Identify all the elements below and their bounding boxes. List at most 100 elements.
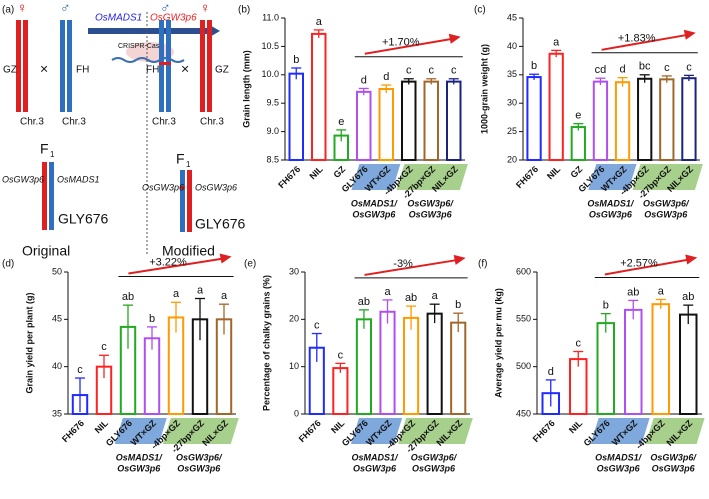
significance-label: c <box>686 61 692 73</box>
significance-label: ab <box>627 286 639 298</box>
significance-label: a <box>384 286 391 298</box>
y-tick-label: 11.0 <box>262 12 279 22</box>
chart: (b) Grain length (mm) 8.5 9.0 9.5 10.0 10.5 11.… <box>238 5 468 219</box>
y-tick-label: 50 <box>52 266 62 276</box>
y-tick-label: 45 <box>52 314 62 324</box>
y-axis-label: Grain length (mm) <box>241 50 251 128</box>
arrow-body <box>88 28 208 34</box>
group-band <box>114 418 167 444</box>
panel-label: (a) <box>2 5 14 16</box>
trend-arrow <box>364 37 453 55</box>
edit-mark <box>159 62 171 65</box>
annotation: +3.22% <box>149 256 187 268</box>
significance-label: a <box>553 36 560 48</box>
bar <box>548 52 564 162</box>
group-label: OsGW3p6 <box>409 209 453 219</box>
bar <box>679 313 698 416</box>
bar <box>311 32 327 161</box>
significance-label: b <box>603 300 609 312</box>
group-label: OsGW3p6 <box>352 209 396 219</box>
male-symbol: ♂ <box>160 0 171 16</box>
f1-sub: 1 <box>186 160 191 169</box>
hybrid-label: GLY676 <box>195 216 246 232</box>
chr-label: Chr.3 <box>200 117 224 128</box>
diagram: (a) ♀ GZ Chr.3 × ♂ FH Chr.3 OsMADS1 OsGW… <box>2 0 246 259</box>
significance-label: ab <box>358 296 370 308</box>
bar <box>332 367 349 416</box>
gene-label: OsGW3p6 <box>150 13 197 24</box>
trend-arrowhead <box>683 29 696 40</box>
group-label: OsMADS1/ <box>595 452 643 462</box>
bar <box>570 126 586 161</box>
x-tick-label: NIL <box>308 164 326 182</box>
significance-label: e <box>338 116 344 128</box>
bar <box>446 80 462 161</box>
group-label: OsGW3p6/ <box>411 452 458 462</box>
group-band <box>645 418 705 444</box>
bar <box>592 80 609 161</box>
significance-label: b <box>531 60 537 72</box>
significance-label: d <box>361 74 367 86</box>
y-axis-label: Average yield per mu (kg) <box>493 288 503 398</box>
y-tick-label: 8.5 <box>266 154 279 164</box>
group-label: OsGW3p6 <box>117 463 161 473</box>
parent-label: GZ <box>3 65 17 76</box>
bar <box>569 358 588 415</box>
x-tick-label: FH676 <box>297 418 323 444</box>
significance-label: ab <box>682 291 694 303</box>
bar <box>403 316 420 415</box>
significance-label: c <box>77 364 83 376</box>
x-tick-label: NIL <box>545 164 563 182</box>
male-symbol: ♂ <box>60 0 71 16</box>
group-band <box>396 164 468 190</box>
dna <box>111 57 185 63</box>
chromosome <box>49 162 54 230</box>
significance-label: c <box>576 337 582 349</box>
significance-label: c <box>338 349 344 361</box>
chromosome <box>207 20 212 112</box>
annotation: +2.57% <box>620 257 658 269</box>
y-tick-label: 40 <box>52 361 62 371</box>
group-label: OsGW3p6 <box>644 209 688 219</box>
y-tick-label: 30 <box>289 266 299 276</box>
f1-label: F <box>176 151 185 167</box>
significance-label: a <box>197 284 204 296</box>
chart: (d) Grain yield per plant (g) 35 40 45 50 OsMA… <box>2 253 239 473</box>
y-axis-label: Grain yield per plant (g) <box>24 292 34 393</box>
x-tick-label: FH676 <box>60 418 86 444</box>
bar <box>450 321 467 415</box>
significance-label: a <box>658 285 665 297</box>
gene-label: OsMADS1 <box>57 174 100 184</box>
y-tick-label: 10 <box>289 361 299 371</box>
gene-label: OsGW3p6 <box>195 182 237 192</box>
chromosome <box>166 20 171 112</box>
significance-label: d <box>383 71 389 83</box>
y-tick-label: 450 <box>516 408 531 418</box>
group-label: OsMADS1/ <box>351 198 399 208</box>
bar <box>659 78 675 161</box>
annotation: +1.70% <box>382 37 420 49</box>
group-band <box>351 164 401 190</box>
bar <box>614 81 631 161</box>
group-band <box>588 164 637 190</box>
y-tick-label: 600 <box>516 266 531 276</box>
tool-label: CRISPR-Cas9 <box>118 43 163 50</box>
significance-label: c <box>429 65 435 77</box>
significance-label: c <box>406 65 412 77</box>
y-tick-label: 20 <box>289 314 299 324</box>
gene-label: OsGW3p6 <box>2 174 44 184</box>
chromosome <box>159 20 164 112</box>
female-symbol: ♀ <box>200 0 211 16</box>
significance-label: a <box>432 290 439 302</box>
trend-arrowhead <box>453 254 466 265</box>
edit-mark <box>180 186 185 189</box>
cross: × <box>40 61 48 77</box>
group-band <box>398 418 473 444</box>
panel-label: (c) <box>474 5 486 16</box>
group-label: OsGW3p6 <box>353 463 397 473</box>
x-tick-label: FH676 <box>514 164 540 190</box>
significance-label: c <box>314 319 320 331</box>
panel-label: (d) <box>2 259 14 270</box>
trend-arrow <box>128 257 224 275</box>
